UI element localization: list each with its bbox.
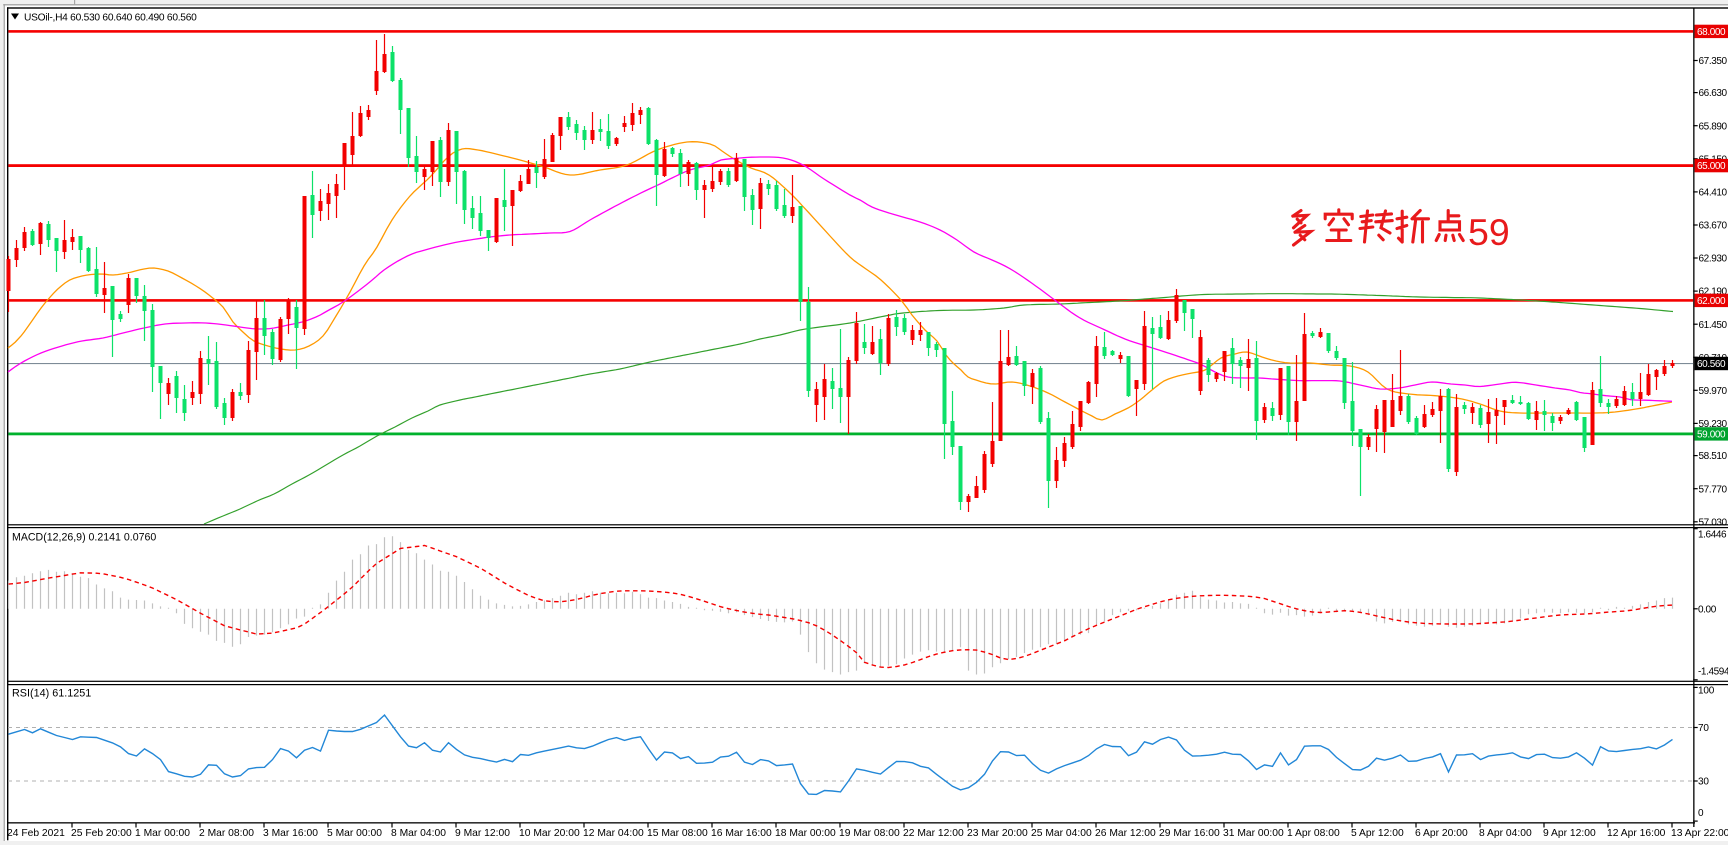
svg-text:26 Mar 12:00: 26 Mar 12:00 [1095, 828, 1156, 839]
svg-text:25 Mar 04:00: 25 Mar 04:00 [1031, 828, 1092, 839]
svg-text:18 Mar 00:00: 18 Mar 00:00 [775, 828, 836, 839]
svg-text:23 Mar 20:00: 23 Mar 20:00 [967, 828, 1028, 839]
svg-text:62.000: 62.000 [1697, 296, 1726, 307]
svg-text:62.190: 62.190 [1699, 287, 1728, 298]
svg-text:100: 100 [1698, 686, 1715, 697]
svg-text:8 Mar 04:00: 8 Mar 04:00 [391, 828, 446, 839]
svg-text:59.000: 59.000 [1697, 430, 1726, 441]
svg-text:70: 70 [1698, 723, 1709, 734]
svg-text:12 Mar 04:00: 12 Mar 04:00 [583, 828, 644, 839]
svg-text:31 Mar 00:00: 31 Mar 00:00 [1223, 828, 1284, 839]
svg-text:12 Apr 16:00: 12 Apr 16:00 [1607, 828, 1666, 839]
svg-text:8 Apr 04:00: 8 Apr 04:00 [1479, 828, 1532, 839]
svg-text:65.890: 65.890 [1699, 121, 1728, 132]
svg-text:59.230: 59.230 [1699, 419, 1728, 430]
svg-text:0: 0 [1698, 808, 1704, 819]
svg-text:-1.4594: -1.4594 [1698, 667, 1728, 678]
svg-text:62.930: 62.930 [1699, 254, 1728, 265]
svg-text:57.770: 57.770 [1699, 484, 1728, 495]
svg-text:2 Mar 08:00: 2 Mar 08:00 [199, 828, 254, 839]
svg-text:5 Mar 00:00: 5 Mar 00:00 [327, 828, 382, 839]
svg-text:58.510: 58.510 [1699, 451, 1728, 462]
svg-text:24 Feb 2021: 24 Feb 2021 [7, 828, 65, 839]
svg-text:59: 59 [1468, 211, 1510, 253]
svg-text:RSI(14) 61.1251: RSI(14) 61.1251 [12, 688, 91, 700]
svg-text:1.6446: 1.6446 [1698, 530, 1727, 541]
svg-text:6 Apr 20:00: 6 Apr 20:00 [1415, 828, 1468, 839]
svg-text:25 Feb 20:00: 25 Feb 20:00 [71, 828, 132, 839]
svg-text:22 Mar 12:00: 22 Mar 12:00 [903, 828, 964, 839]
svg-text:57.030: 57.030 [1699, 517, 1728, 528]
svg-text:USOil-,H4 60.530 60.640 60.49: USOil-,H4 60.530 60.640 60.490 60.560 [24, 13, 197, 24]
svg-text:1 Apr 08:00: 1 Apr 08:00 [1287, 828, 1340, 839]
svg-text:65.000: 65.000 [1697, 161, 1726, 172]
svg-text:63.670: 63.670 [1699, 221, 1728, 232]
svg-text:MACD(12,26,9) 0.2141 0.0760: MACD(12,26,9) 0.2141 0.0760 [12, 532, 156, 544]
svg-text:29 Mar 16:00: 29 Mar 16:00 [1159, 828, 1220, 839]
svg-text:9 Mar 12:00: 9 Mar 12:00 [455, 828, 510, 839]
svg-text:68.000: 68.000 [1697, 27, 1726, 38]
svg-text:59.970: 59.970 [1699, 386, 1728, 397]
svg-text:5 Apr 12:00: 5 Apr 12:00 [1351, 828, 1404, 839]
svg-text:67.350: 67.350 [1699, 56, 1728, 67]
svg-text:61.450: 61.450 [1699, 320, 1728, 331]
svg-text:0.00: 0.00 [1698, 604, 1717, 615]
svg-text:10 Mar 20:00: 10 Mar 20:00 [519, 828, 580, 839]
svg-text:13 Apr 22:00: 13 Apr 22:00 [1671, 828, 1728, 839]
svg-text:15 Mar 08:00: 15 Mar 08:00 [647, 828, 708, 839]
svg-text:60.560: 60.560 [1697, 359, 1726, 370]
svg-text:1 Mar 00:00: 1 Mar 00:00 [135, 828, 190, 839]
svg-text:19 Mar 08:00: 19 Mar 08:00 [839, 828, 900, 839]
svg-text:64.410: 64.410 [1699, 188, 1728, 199]
svg-text:9 Apr 12:00: 9 Apr 12:00 [1543, 828, 1596, 839]
svg-text:16 Mar 16:00: 16 Mar 16:00 [711, 828, 772, 839]
svg-text:30: 30 [1698, 777, 1709, 788]
svg-text:66.630: 66.630 [1699, 88, 1728, 99]
svg-text:3 Mar 16:00: 3 Mar 16:00 [263, 828, 318, 839]
